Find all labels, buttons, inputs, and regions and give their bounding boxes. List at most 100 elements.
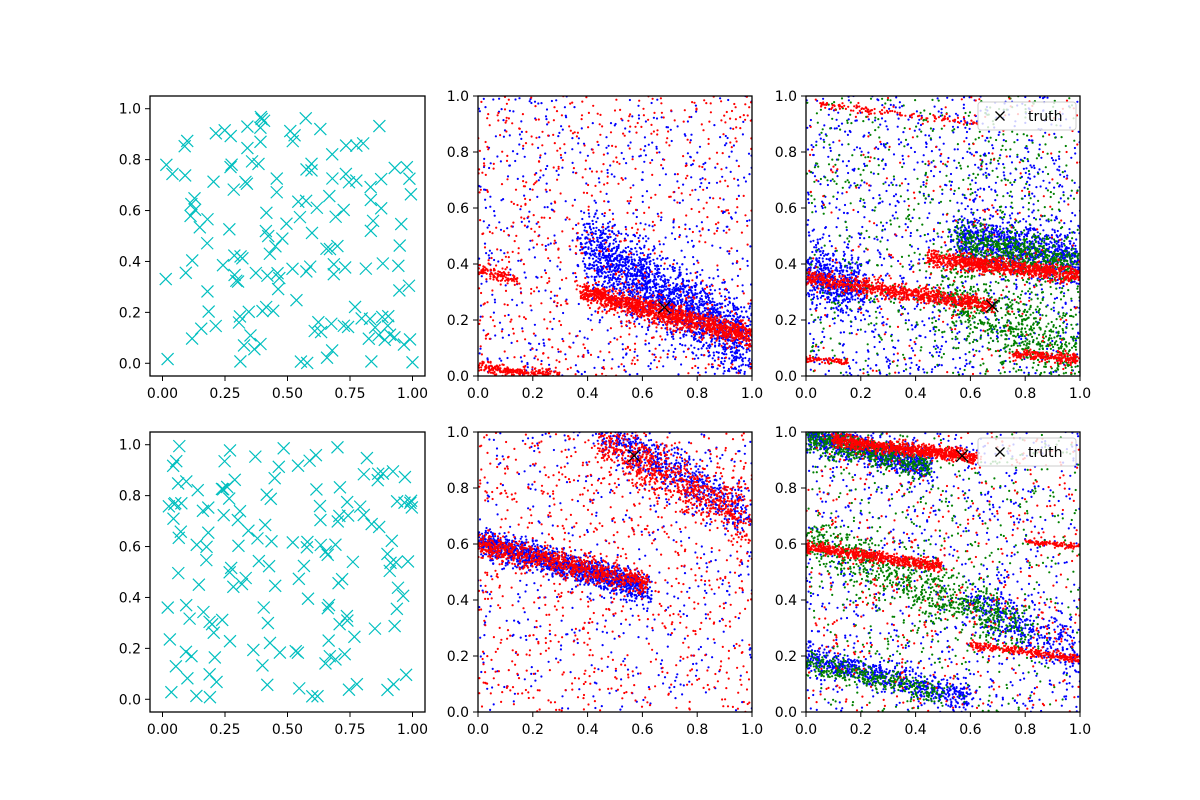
- data-point: [576, 284, 579, 287]
- data-point: [598, 321, 601, 324]
- data-point: [660, 327, 663, 330]
- data-point: [705, 284, 708, 287]
- data-point: [679, 298, 682, 302]
- data-point: [588, 238, 591, 241]
- data-point: [533, 323, 537, 326]
- data-point: [498, 270, 501, 274]
- data-point: [734, 312, 737, 315]
- data-point: [669, 276, 672, 279]
- data-point: [597, 295, 600, 299]
- data-point: [624, 266, 628, 270]
- data-point: [699, 297, 702, 300]
- data-point: [550, 99, 554, 103]
- data-point: [180, 134, 194, 148]
- data-point: [639, 148, 642, 151]
- data-point: [546, 123, 549, 126]
- data-point: [534, 373, 537, 376]
- data-point: [729, 351, 733, 354]
- data-point: [489, 205, 492, 208]
- data-point: [644, 223, 647, 226]
- data-point: [525, 181, 528, 184]
- data-point: [678, 235, 681, 239]
- data-point: [605, 239, 608, 242]
- data-point: [727, 319, 730, 322]
- data-point: [734, 366, 737, 369]
- data-point: [742, 114, 745, 117]
- data-point: [209, 319, 223, 333]
- data-point: [516, 282, 519, 285]
- data-point: [687, 314, 690, 317]
- data-point: [724, 356, 728, 359]
- data-point: [300, 163, 313, 176]
- data-point: [740, 310, 743, 313]
- data-point: [605, 303, 609, 306]
- data-point: [233, 355, 247, 368]
- data-point: [629, 311, 632, 314]
- data-point: [599, 241, 602, 244]
- data-point: [566, 368, 569, 371]
- data-point: [591, 239, 595, 242]
- data-point: [672, 226, 675, 229]
- data-point: [747, 365, 750, 368]
- data-point: [665, 299, 668, 302]
- data-point: [678, 268, 681, 271]
- data-point: [649, 260, 652, 263]
- data-point: [747, 359, 750, 362]
- data-point: [637, 287, 640, 290]
- data-point: [634, 125, 637, 128]
- data-point: [725, 166, 728, 169]
- data-point: [294, 355, 308, 369]
- data-point: [658, 254, 662, 257]
- data-point: [403, 333, 417, 346]
- data-point: [702, 329, 705, 332]
- data-point: [701, 316, 704, 319]
- data-point: [647, 118, 650, 121]
- data-point: [660, 289, 663, 292]
- data-point: [653, 276, 657, 279]
- data-point: [644, 154, 648, 157]
- data-point: [742, 353, 745, 356]
- data-point: [323, 242, 337, 256]
- data-point: [635, 222, 638, 225]
- data-point: [592, 232, 595, 235]
- data-point: [700, 221, 704, 224]
- data-point: [349, 139, 363, 153]
- data-point: [561, 230, 564, 233]
- data-point: [610, 367, 613, 370]
- data-point: [533, 173, 537, 176]
- data-point: [728, 250, 731, 253]
- data-point: [719, 314, 722, 317]
- data-point: [664, 316, 667, 319]
- data-point: [673, 266, 676, 270]
- data-point: [591, 219, 594, 222]
- data-point: [609, 327, 613, 330]
- data-point: [490, 252, 493, 255]
- data-point: [512, 221, 515, 224]
- data-point: [511, 298, 514, 301]
- data-point: [737, 307, 740, 311]
- data-point: [479, 315, 482, 318]
- data-point: [392, 283, 406, 297]
- data-point: [526, 226, 529, 229]
- data-point: [672, 282, 675, 285]
- data-point: [671, 312, 674, 315]
- data-point: [617, 230, 620, 233]
- data-point: [749, 302, 752, 305]
- data-point: [489, 162, 492, 165]
- data-point: [635, 293, 638, 296]
- data-point: [675, 326, 678, 329]
- data-point: [584, 265, 587, 268]
- data-point: [582, 355, 585, 358]
- data-point: [713, 232, 716, 235]
- data-point: [661, 297, 664, 301]
- data-point: [581, 217, 584, 221]
- data-point: [589, 243, 593, 246]
- data-point: [726, 209, 730, 212]
- data-point: [589, 353, 593, 356]
- data-point: [270, 172, 284, 185]
- data-point: [583, 336, 586, 339]
- data-point: [671, 317, 675, 320]
- data-point: [706, 292, 709, 295]
- data-point: [692, 244, 695, 247]
